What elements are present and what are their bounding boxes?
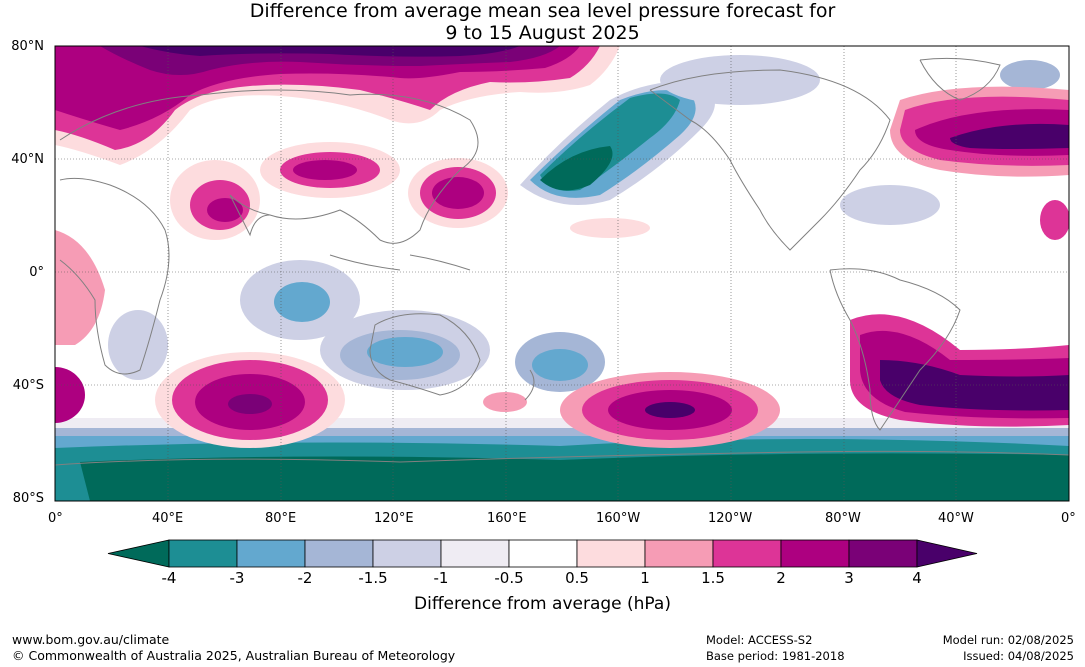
colorbar-bin bbox=[304, 539, 374, 568]
north-atlantic-positive-extreme bbox=[950, 123, 1069, 149]
colorbar-tick: 3 bbox=[844, 569, 854, 587]
colorbar-bin bbox=[440, 539, 510, 568]
colorbar-tick: 0.5 bbox=[565, 569, 589, 587]
arctic-positive-extreme bbox=[140, 46, 520, 57]
colorbar-tick: -1.5 bbox=[358, 569, 388, 587]
greenland-negative bbox=[1000, 60, 1060, 90]
lat-label-80s: 80°S bbox=[12, 491, 44, 506]
lon-label-0-east: 0° bbox=[1061, 511, 1076, 526]
nw-pacific-positive-strong bbox=[432, 177, 484, 209]
indian-ocean-negative bbox=[274, 282, 330, 322]
colorbar-tick: -1 bbox=[433, 569, 449, 587]
coastlines bbox=[55, 57, 1069, 466]
eurasia-coast bbox=[59, 89, 479, 244]
colorbar-tick: 2 bbox=[776, 569, 786, 587]
lon-label-0-west: 0° bbox=[48, 511, 63, 526]
arctic-negative bbox=[660, 55, 820, 105]
footer-model-run: Model run: 02/08/2025 bbox=[942, 633, 1074, 647]
west-africa-positive bbox=[55, 230, 105, 345]
lon-label-80w: 80°W bbox=[825, 511, 861, 526]
west-atlantic-positive bbox=[1040, 200, 1069, 240]
colorbar-extend-high bbox=[916, 539, 978, 568]
map-title-line-2: 9 to 15 August 2025 bbox=[445, 22, 640, 44]
north-atlantic-negative bbox=[840, 185, 940, 225]
anomaly-field bbox=[55, 46, 1069, 501]
lon-label-120w: 120°W bbox=[708, 511, 753, 526]
madagascar-negative bbox=[108, 310, 168, 380]
colorbar-tick: -2 bbox=[297, 569, 313, 587]
graticule bbox=[55, 46, 1069, 501]
lat-label-40s: 40°S bbox=[12, 378, 44, 393]
south-atlantic-positive-extreme bbox=[880, 360, 1069, 411]
africa-coast bbox=[59, 177, 170, 375]
colorbar-tick: -4 bbox=[161, 569, 177, 587]
footer-base-period: Base period: 1981-2018 bbox=[706, 649, 845, 663]
colorbar bbox=[107, 539, 978, 568]
footer-copyright: © Commonwealth of Australia 2025, Austra… bbox=[12, 648, 456, 663]
colorbar-bin bbox=[168, 539, 238, 568]
colorbar-tick: 1 bbox=[640, 569, 650, 587]
colorbar-bin bbox=[780, 539, 850, 568]
colorbar-tick: 4 bbox=[912, 569, 922, 587]
lat-label-80n: 80°N bbox=[11, 39, 44, 54]
tasman-negative-strong bbox=[532, 349, 588, 381]
south-america-coast bbox=[829, 268, 961, 431]
map-title-line-1: Difference from average mean sea level p… bbox=[249, 0, 836, 22]
colorbar-bin bbox=[372, 539, 442, 568]
north-america-coast bbox=[649, 69, 891, 251]
india-coast bbox=[229, 194, 271, 237]
colorbar-bin bbox=[712, 539, 782, 568]
map-frame bbox=[54, 45, 1070, 502]
asia-positive-strong bbox=[293, 160, 357, 180]
antarctic-strong-negative bbox=[80, 453, 1069, 501]
lon-label-160w: 160°W bbox=[596, 511, 641, 526]
lon-label-160e: 160°E bbox=[487, 511, 527, 526]
colorbar-bin bbox=[508, 539, 578, 568]
north-pacific-negative-core bbox=[540, 146, 613, 191]
lon-label-40e: 40°E bbox=[152, 511, 184, 526]
lon-label-80e: 80°E bbox=[265, 511, 297, 526]
footer-url[interactable]: www.bom.gov.au/climate bbox=[12, 632, 170, 647]
colorbar-bin bbox=[644, 539, 714, 568]
colorbar-extend-low bbox=[107, 539, 170, 568]
colorbar-tick: 1.5 bbox=[701, 569, 725, 587]
lat-label-0: 0° bbox=[29, 265, 44, 280]
colorbar-label: Difference from average (hPa) bbox=[414, 594, 671, 614]
lon-label-120e: 120°E bbox=[374, 511, 414, 526]
south-pacific-positive-core bbox=[645, 402, 695, 418]
footer-model: Model: ACCESS-S2 bbox=[706, 633, 813, 647]
nz-coast bbox=[524, 369, 535, 401]
australia-negative-strong bbox=[367, 337, 443, 367]
colorbar-tick: -3 bbox=[229, 569, 245, 587]
nz-positive bbox=[483, 392, 527, 412]
central-pacific-positive bbox=[570, 218, 650, 238]
south-indian-positive-core bbox=[228, 394, 272, 414]
colorbar-tick: -0.5 bbox=[494, 569, 524, 587]
greenland-coast bbox=[919, 57, 1001, 101]
south-africa-positive bbox=[55, 367, 85, 423]
australia-coast bbox=[369, 313, 481, 396]
antarctica-coast bbox=[55, 450, 1069, 466]
indonesia-coast bbox=[329, 254, 471, 271]
colorbar-bin bbox=[848, 539, 918, 568]
lon-label-40w: 40°W bbox=[938, 511, 974, 526]
colorbar-bin bbox=[576, 539, 646, 568]
colorbar-bin bbox=[236, 539, 306, 568]
lat-label-40n: 40°N bbox=[11, 152, 44, 167]
footer-issued: Issued: 04/08/2025 bbox=[963, 649, 1074, 663]
